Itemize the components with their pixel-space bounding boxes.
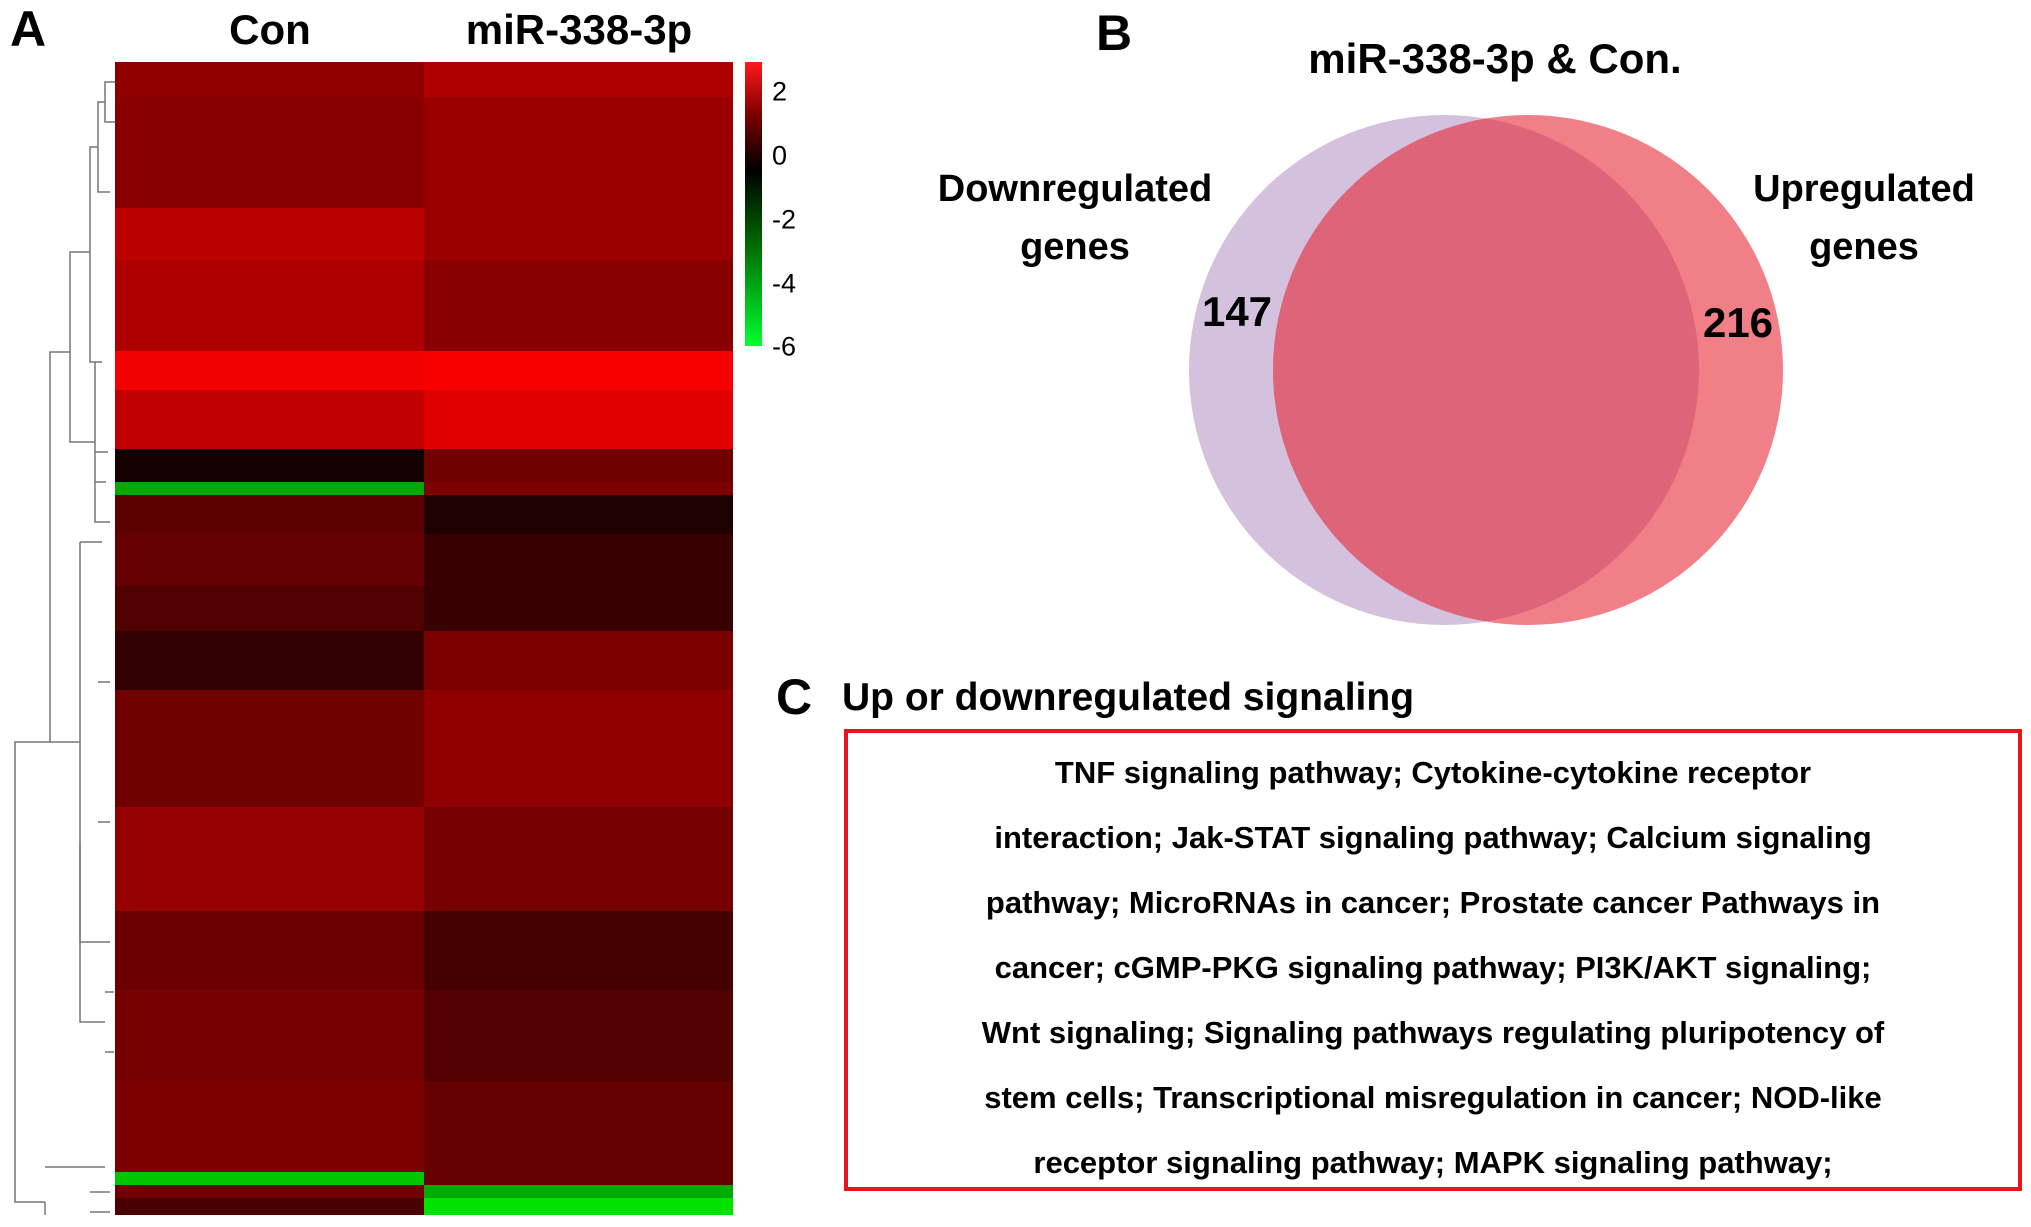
heatmap-row-block — [115, 260, 733, 352]
heatmap-cell-con — [115, 689, 424, 808]
heatmap-cell-mir — [424, 62, 733, 98]
column-label-mir: miR-338-3p — [465, 6, 693, 53]
heatmap-cell-mir — [424, 207, 733, 261]
pathway-line: cancer; cGMP-PKG signaling pathway; PI3K… — [994, 950, 1872, 985]
heatmap-row-block — [115, 351, 733, 391]
heatmap-cell-mir — [424, 585, 733, 632]
heatmap-cell-con — [115, 1080, 424, 1172]
colorbar-tick: 2 — [772, 76, 788, 107]
heatmap-row-block — [115, 533, 733, 586]
heatmap-row-block — [115, 911, 733, 990]
heatmap-cell-con — [115, 62, 424, 98]
heatmap-cell-mir — [424, 481, 733, 495]
heatmap — [115, 62, 733, 1215]
heatmap-row-block — [115, 1198, 733, 1215]
colorbar — [745, 62, 762, 346]
heatmap-row-block — [115, 631, 733, 690]
heatmap-cell-mir — [424, 631, 733, 690]
heatmap-cell-con — [115, 494, 424, 534]
heatmap-cell-mir — [424, 533, 733, 586]
pathway-line: interaction; Jak-STAT signaling pathway;… — [994, 820, 1872, 855]
heatmap-row-block — [115, 481, 733, 495]
heatmap-cell-mir — [424, 1080, 733, 1172]
heatmap-row-block — [115, 448, 733, 482]
heatmap-cell-con — [115, 585, 424, 632]
downregulated-label-line1: Downregulated — [937, 168, 1213, 210]
colorbar-tick: -2 — [772, 204, 797, 235]
heatmap-cell-mir — [424, 351, 733, 391]
heatmap-row-block — [115, 97, 733, 208]
downregulated-label: Downregulated genes — [938, 160, 1212, 276]
heatmap-cell-con — [115, 1171, 424, 1186]
heatmap-row-block — [115, 585, 733, 632]
row-dendrogram — [14, 81, 115, 1215]
heatmap-cell-con — [115, 1198, 424, 1215]
panel-b-label: B — [1096, 5, 1133, 61]
heatmap-cell-con — [115, 390, 424, 449]
pathway-line: stem cells; Transcriptional misregulatio… — [984, 1080, 1882, 1115]
venn-diagram — [1189, 115, 1783, 625]
heatmap-cell-mir — [424, 807, 733, 912]
heatmap-row-block — [115, 689, 733, 808]
heatmap-cell-con — [115, 260, 424, 352]
heatmap-cell-mir — [424, 390, 733, 449]
colorbar-tick: -4 — [772, 268, 797, 299]
heatmap-cell-con — [115, 533, 424, 586]
pathway-line: pathway; MicroRNAs in cancer; Prostate c… — [985, 885, 1881, 920]
heatmap-cell-mir — [424, 689, 733, 808]
heatmap-cell-mir — [424, 260, 733, 352]
colorbar-tick: -6 — [772, 331, 797, 362]
heatmap-row-block — [115, 62, 733, 98]
heatmap-cell-mir — [424, 989, 733, 1081]
venn-overlap — [1273, 115, 1699, 625]
heatmap-cell-mir — [424, 911, 733, 990]
heatmap-row-block — [115, 1171, 733, 1186]
column-label-con: Con — [229, 6, 311, 53]
heatmap-cell-mir — [424, 97, 733, 208]
heatmap-row-block — [115, 1080, 733, 1172]
panel-a-label: A — [10, 1, 47, 57]
heatmap-row-block — [115, 207, 733, 261]
heatmap-cell-con — [115, 351, 424, 391]
upregulated-label: Upregulated genes — [1753, 160, 1975, 276]
upregulated-count: 216 — [1702, 299, 1774, 346]
colorbar-tick: 0 — [772, 140, 788, 171]
heatmap-cell-mir — [424, 494, 733, 534]
heatmap-cell-con — [115, 207, 424, 261]
pathway-box: TNF signaling pathway; Cytokine-cytokine… — [844, 729, 2022, 1191]
heatmap-cell-mir — [424, 1198, 733, 1215]
heatmap-row-block — [115, 494, 733, 534]
heatmap-row-block — [115, 1185, 733, 1199]
panel-c-label: C — [776, 669, 813, 725]
heatmap-cell-con — [115, 911, 424, 990]
heatmap-cell-mir — [424, 1171, 733, 1186]
heatmap-cell-mir — [424, 1185, 733, 1199]
upregulated-label-line2: genes — [1809, 226, 1919, 268]
heatmap-cell-mir — [424, 448, 733, 482]
upregulated-label-line1: Upregulated — [1753, 168, 1975, 210]
heatmap-cell-con — [115, 631, 424, 690]
downregulated-count: 147 — [1201, 288, 1273, 335]
pathway-line: TNF signaling pathway; Cytokine-cytokine… — [1054, 755, 1812, 790]
heatmap-row-block — [115, 807, 733, 912]
heatmap-cell-con — [115, 481, 424, 495]
heatmap-cell-con — [115, 989, 424, 1081]
heatmap-cell-con — [115, 97, 424, 208]
pathway-line: receptor signaling pathway; MAPK signali… — [1033, 1145, 1833, 1180]
signaling-heading: Up or downregulated signaling — [842, 676, 1415, 719]
heatmap-row-block — [115, 989, 733, 1081]
downregulated-label-line2: genes — [1020, 226, 1130, 268]
pathway-line: Wnt signaling; Signaling pathways regula… — [981, 1015, 1885, 1050]
heatmap-row-block — [115, 390, 733, 449]
venn-title: miR-338-3p & Con. — [1308, 35, 1682, 82]
heatmap-cell-con — [115, 807, 424, 912]
heatmap-cell-con — [115, 448, 424, 482]
heatmap-cell-con — [115, 1185, 424, 1199]
